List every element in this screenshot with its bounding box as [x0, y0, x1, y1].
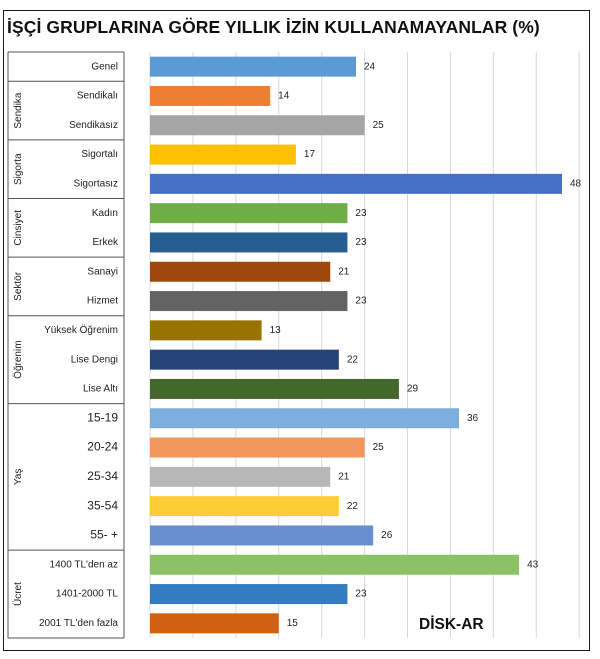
category-tick-label: 35-54: [87, 498, 118, 512]
bar: [150, 613, 279, 634]
data-label: 25: [373, 120, 385, 131]
category-tick-label: Erkek: [92, 237, 119, 248]
bar: [150, 496, 339, 517]
bar: [150, 554, 520, 575]
data-label: 26: [381, 530, 393, 541]
data-label: 29: [407, 384, 419, 395]
data-label: 23: [355, 589, 367, 600]
bar: [150, 203, 348, 224]
group-label: Sendika: [13, 92, 24, 129]
category-tick-label: Lise Altı: [83, 384, 118, 395]
bar: [150, 173, 562, 194]
category-tick-label: Sigortasız: [74, 178, 118, 189]
data-label: 22: [347, 354, 359, 365]
data-label: 23: [355, 208, 367, 219]
data-label: 36: [467, 413, 479, 424]
data-label: 21: [338, 471, 350, 482]
data-label: 23: [355, 296, 367, 307]
group-label: Ücret: [12, 582, 24, 606]
data-label: 23: [355, 237, 367, 248]
category-tick-label: Sendikasız: [69, 120, 118, 131]
group-label: Cinsiyet: [13, 210, 24, 246]
group-label: Yaş: [13, 469, 24, 486]
bar: [150, 85, 271, 106]
bar: [150, 525, 374, 546]
category-tick-label: 25-34: [87, 469, 118, 483]
bar: [150, 378, 399, 399]
bar: [150, 466, 331, 487]
category-tick-label: Sendikalı: [77, 91, 118, 102]
chart-title: İŞÇİ GRUPLARINA GÖRE YILLIK İZİN KULLANA…: [7, 17, 540, 37]
group-label: Sektör: [13, 271, 24, 301]
data-label: 48: [570, 178, 582, 189]
data-label: 25: [373, 442, 385, 453]
category-tick-label: Genel: [91, 61, 118, 72]
category-tick-label: 20-24: [87, 440, 118, 454]
group-label: Sigorta: [13, 153, 24, 185]
bar: [150, 56, 356, 77]
category-tick-label: Kadın: [92, 208, 118, 219]
bar: [150, 584, 348, 605]
group-label: Öğrenim: [12, 340, 24, 378]
data-label: 13: [270, 325, 282, 336]
bar: [150, 437, 365, 458]
data-label: 15: [287, 618, 299, 629]
bar: [150, 144, 296, 165]
data-label: 17: [304, 149, 316, 160]
data-label: 24: [364, 61, 376, 72]
data-label: 43: [527, 559, 539, 570]
source-watermark: DİSK-AR: [419, 616, 484, 633]
category-tick-label: Lise Dengi: [71, 354, 118, 365]
bar: [150, 291, 348, 312]
category-tick-label: Hizmet: [87, 296, 118, 307]
category-tick-label: Sanayi: [87, 266, 118, 277]
bar: [150, 349, 339, 370]
data-label: 22: [347, 501, 359, 512]
bar: [150, 115, 365, 136]
bar: [150, 261, 331, 282]
bar: [150, 408, 459, 429]
data-label: 21: [338, 266, 350, 277]
category-tick-label: 2001 TL'den fazla: [39, 618, 118, 629]
category-tick-label: 15-19: [87, 410, 118, 424]
category-tick-label: 1401-2000 TL: [56, 589, 119, 600]
bar: [150, 320, 262, 341]
category-tick-label: 1400 TL'den az: [50, 559, 118, 570]
category-tick-label: Yüksek Öğrenim: [44, 324, 118, 336]
data-label: 14: [278, 91, 290, 102]
category-tick-label: 55- +: [90, 528, 118, 542]
bar: [150, 232, 348, 253]
category-tick-label: Sigortalı: [81, 149, 118, 160]
